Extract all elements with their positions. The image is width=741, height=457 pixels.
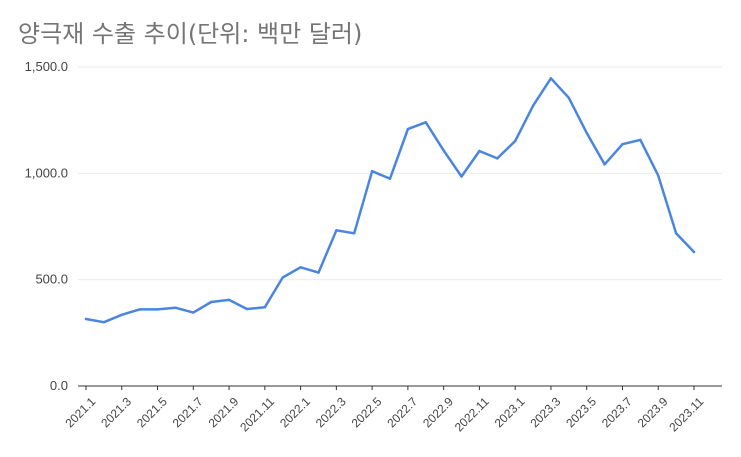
grid-lines <box>78 66 722 281</box>
data-point <box>567 96 571 100</box>
data-point <box>209 300 213 304</box>
x-tick-label: 2023.5 <box>563 394 599 430</box>
data-point <box>102 321 106 324</box>
data-point <box>227 298 231 302</box>
data-point <box>388 177 392 180</box>
data-point <box>513 139 517 143</box>
data-point <box>353 232 356 235</box>
data-point <box>549 77 553 80</box>
y-tick-label: 1,500.0 <box>25 59 68 74</box>
data-point <box>406 127 410 131</box>
series-line <box>84 77 696 324</box>
x-tick-label: 2023.11 <box>666 394 706 434</box>
data-point <box>299 266 302 269</box>
data-point <box>531 104 535 107</box>
y-axis-ticks: 0.0 500.0 1,000.0 1,500.0 <box>25 59 68 393</box>
y-tick-label: 0.0 <box>50 378 68 393</box>
x-tick-label: 2021.11 <box>237 394 277 434</box>
data-point <box>585 131 588 135</box>
x-tick-label: 2022.7 <box>384 394 420 430</box>
data-point <box>478 149 481 153</box>
data-point <box>424 121 427 124</box>
data-point <box>281 276 284 279</box>
data-point <box>621 142 624 146</box>
x-tick-label: 2022.11 <box>452 394 492 434</box>
x-tick-label: 2023.3 <box>527 394 563 430</box>
x-tick-label: 2022.5 <box>349 394 385 430</box>
x-tick-label: 2023.7 <box>599 394 635 430</box>
data-point <box>370 170 374 173</box>
x-tick-label: 2021.7 <box>170 394 206 430</box>
data-point <box>442 149 445 152</box>
data-point <box>156 308 159 311</box>
data-point <box>192 311 195 314</box>
data-point <box>460 175 463 178</box>
data-point <box>674 232 678 235</box>
data-point <box>317 271 320 274</box>
y-tick-label: 500.0 <box>35 272 68 287</box>
data-point <box>174 306 177 309</box>
x-tick-label: 2021.3 <box>98 394 134 430</box>
data-point <box>692 250 696 254</box>
data-point <box>639 138 642 142</box>
data-point <box>84 317 88 321</box>
data-points <box>84 77 696 324</box>
x-tick-label: 2021.5 <box>134 394 170 430</box>
chart-title: 양극재 수출 추이(단위: 백만 달러) <box>18 20 363 48</box>
data-point <box>603 163 606 166</box>
data-point <box>496 157 499 160</box>
data-point <box>120 313 123 316</box>
data-point <box>245 307 249 311</box>
data-point <box>138 308 141 311</box>
y-tick-label: 1,000.0 <box>25 165 68 180</box>
x-tick-label: 2021.1 <box>62 394 98 430</box>
data-point <box>263 306 267 309</box>
x-tick-label: 2022.1 <box>277 394 313 430</box>
x-tick-label: 2023.1 <box>492 394 528 430</box>
data-point <box>657 174 660 177</box>
x-tick-label: 2022.3 <box>313 394 349 430</box>
data-point <box>335 229 338 232</box>
